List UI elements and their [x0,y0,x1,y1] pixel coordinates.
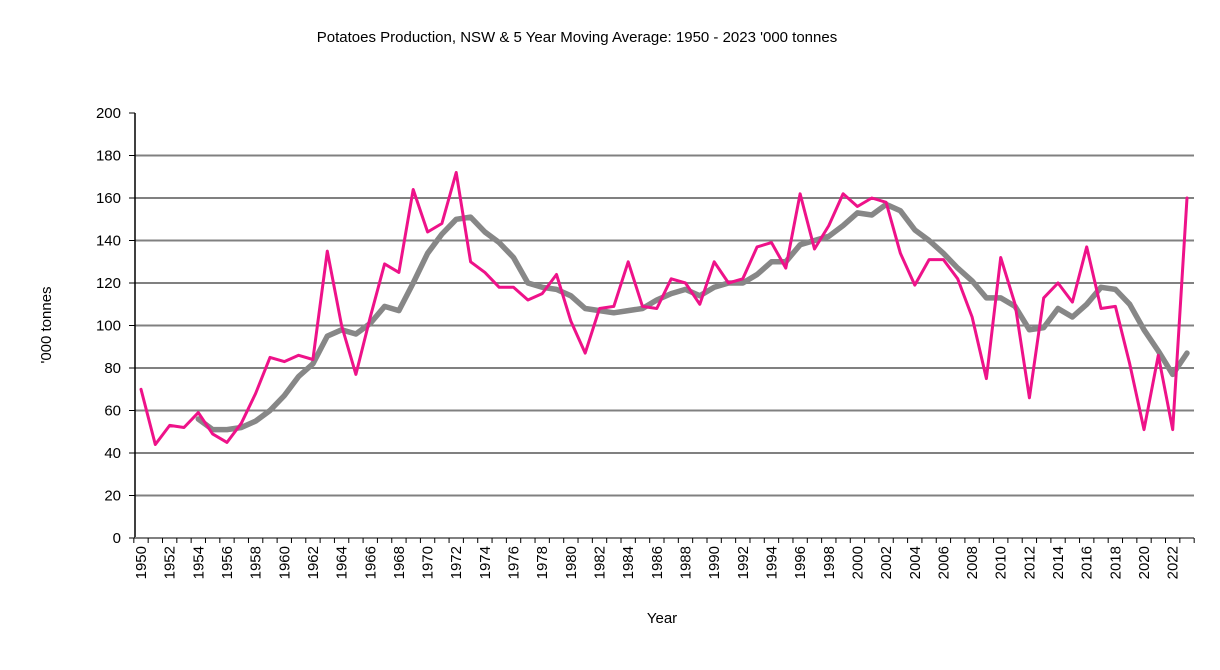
series-line-production [139,171,1189,446]
x-tick-label: 1962 [305,546,322,579]
x-tick-label: 2018 [1107,546,1124,579]
x-tick-label: 1980 [563,546,580,579]
x-tick-label: 1976 [506,546,523,579]
x-tick-label: 1964 [334,546,351,579]
y-tick-label: 60 [104,403,121,420]
x-tick-label: 1988 [677,546,694,579]
x-tick-label: 1966 [362,546,379,579]
x-tick-label: 1960 [276,546,293,579]
x-tick-label: 1986 [649,546,666,579]
x-tick-label: 1954 [190,546,207,579]
x-tick-label: 1972 [448,546,465,579]
x-tick-label: 2012 [1021,546,1038,579]
y-tick-label: 200 [96,105,121,122]
x-tick-label: 1994 [763,546,780,579]
x-tick-label: 2008 [964,546,981,579]
y-tick-label: 0 [113,530,121,547]
chart-title: Potatoes Production, NSW & 5 Year Moving… [317,29,837,46]
series-lines [139,171,1190,446]
y-tick-label: 40 [104,445,121,462]
x-tick-label: 2006 [935,546,952,579]
y-tick-label: 100 [96,318,121,335]
x-tick-label: 1958 [248,546,265,579]
x-tick-label: 1952 [162,546,179,579]
x-tick-label: 1970 [420,546,437,579]
x-axis-title: Year [647,610,677,627]
x-tick-label: 2010 [993,546,1010,579]
series-points-production [140,172,1188,445]
x-tick-label: 1978 [534,546,551,579]
y-tick-label: 120 [96,275,121,292]
x-tick-label: 1984 [620,546,637,579]
series-line-5-year-moving-average [195,201,1190,433]
x-tick-label: 1998 [821,546,838,579]
x-tick-label: 1996 [792,546,809,579]
gridlines [135,154,1194,497]
x-tick-label: 1992 [735,546,752,579]
x-tick-label: 2004 [907,546,924,579]
x-tick-label: 2014 [1050,546,1067,579]
x-tick-label: 2002 [878,546,895,579]
x-tick-label: 1990 [706,546,723,579]
x-tick-label: 1956 [219,546,236,579]
x-tick-label: 1968 [391,546,408,579]
y-axis-title: '000 tonnes [38,286,55,363]
x-tick-label: 2020 [1136,546,1153,579]
x-tick-label: 2016 [1079,546,1096,579]
x-tick-label: 2000 [849,546,866,579]
x-tick-label: 1982 [592,546,609,579]
x-axis-ticks: 1950 1952 1954 1956 1958 1960 1962 1964 1966 1968… [133,538,1195,579]
y-tick-label: 180 [96,148,121,165]
y-tick-label: 160 [96,190,121,207]
y-tick-label: 80 [104,360,121,377]
x-tick-label: 1950 [133,546,150,579]
x-tick-label: 2022 [1165,546,1182,579]
y-tick-label: 20 [104,488,121,505]
series-points-5-year-moving-average [198,204,1188,430]
y-axis-ticks: 0 20 40 60 80 100 120 140 160 180 200 [96,105,135,547]
x-tick-label: 1974 [477,546,494,579]
y-tick-label: 140 [96,233,121,250]
